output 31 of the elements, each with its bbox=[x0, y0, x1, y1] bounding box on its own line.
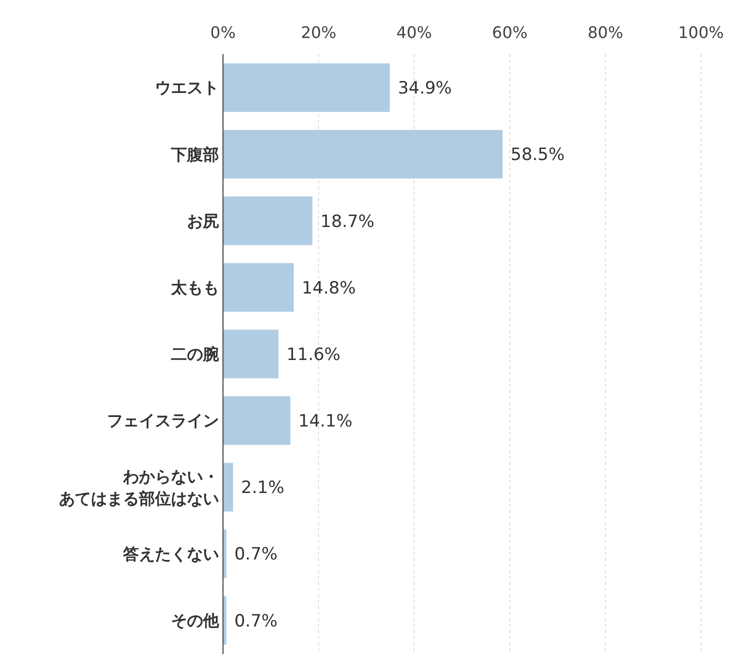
data-label: 2.1% bbox=[241, 478, 284, 498]
y-tick-label: 太もも bbox=[170, 278, 219, 298]
y-tick-label: 二の腕 bbox=[171, 344, 219, 364]
data-label: 11.6% bbox=[286, 344, 340, 365]
data-label: 14.8% bbox=[302, 278, 356, 298]
y-tick-label: 下腹部 bbox=[170, 144, 219, 164]
y-tick-label: その他 bbox=[171, 610, 220, 630]
bar bbox=[223, 396, 290, 445]
bar bbox=[223, 330, 278, 378]
x-tick-label: 80% bbox=[588, 23, 624, 42]
x-tick-label: 60% bbox=[492, 23, 528, 42]
y-tick-label: わからない・あてはまる部位はない bbox=[59, 466, 219, 508]
data-label: 0.7% bbox=[234, 544, 278, 565]
y-tick-label: お尻 bbox=[187, 211, 219, 230]
data-label: 0.7% bbox=[234, 611, 278, 632]
bar bbox=[223, 63, 390, 112]
y-tick-label: 答えたくない bbox=[122, 544, 219, 564]
y-tick-label: ウエスト bbox=[155, 78, 219, 98]
bar bbox=[223, 263, 294, 312]
bar bbox=[223, 196, 312, 246]
data-label: 34.9% bbox=[398, 78, 452, 99]
bar bbox=[223, 130, 503, 179]
x-tick-label: 0% bbox=[210, 23, 236, 42]
x-tick-label: 100% bbox=[678, 23, 724, 42]
data-label: 18.7% bbox=[320, 212, 374, 232]
data-label: 58.5% bbox=[510, 145, 565, 166]
x-tick-label: 40% bbox=[396, 23, 432, 42]
data-label: 14.1% bbox=[298, 412, 352, 432]
bar bbox=[223, 462, 234, 512]
x-tick-label: 20% bbox=[300, 23, 336, 42]
y-tick-label: フェイスライン bbox=[107, 411, 219, 430]
